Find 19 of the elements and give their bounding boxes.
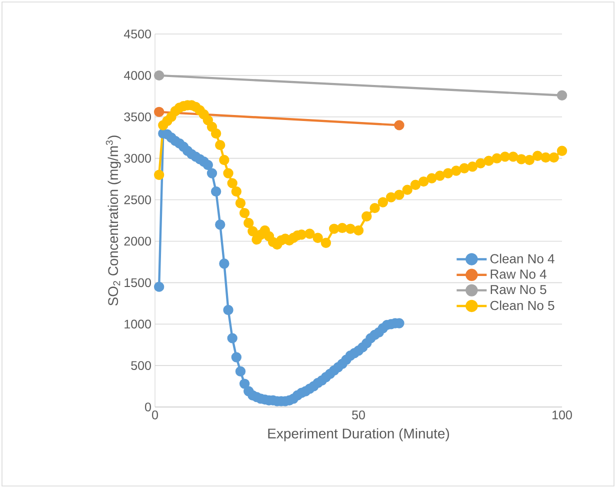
- y-tick-label: 0: [145, 402, 151, 412]
- y-tick-label: 3000: [124, 154, 151, 163]
- y-tick-label: 1000: [124, 320, 151, 329]
- x-tick-label: 100: [552, 410, 572, 420]
- y-tick-label: 4500: [124, 30, 151, 38]
- y-axis-title: SO$_{2}$ Concentration (mg/m$^{3}$): [106, 136, 121, 306]
- legend-label: Clean No 4: [490, 254, 554, 264]
- legend-label: Raw No 5: [490, 285, 546, 294]
- x-tick-label: 50: [352, 410, 365, 420]
- x-axis-title: Experiment Duration (Minute): [268, 428, 450, 442]
- legend-label: Clean No 5: [490, 300, 554, 310]
- y-tick-label: 2000: [124, 236, 151, 246]
- legend-label: Raw No 4: [490, 270, 546, 279]
- y-tick-label: 1500: [124, 278, 151, 288]
- y-tick-label: 4000: [124, 71, 151, 80]
- y-tick-label: 2500: [124, 195, 151, 204]
- x-tick-label: 0: [152, 410, 158, 420]
- y-tick-label: 500: [131, 361, 151, 370]
- y-tick-label: 3500: [124, 112, 151, 122]
